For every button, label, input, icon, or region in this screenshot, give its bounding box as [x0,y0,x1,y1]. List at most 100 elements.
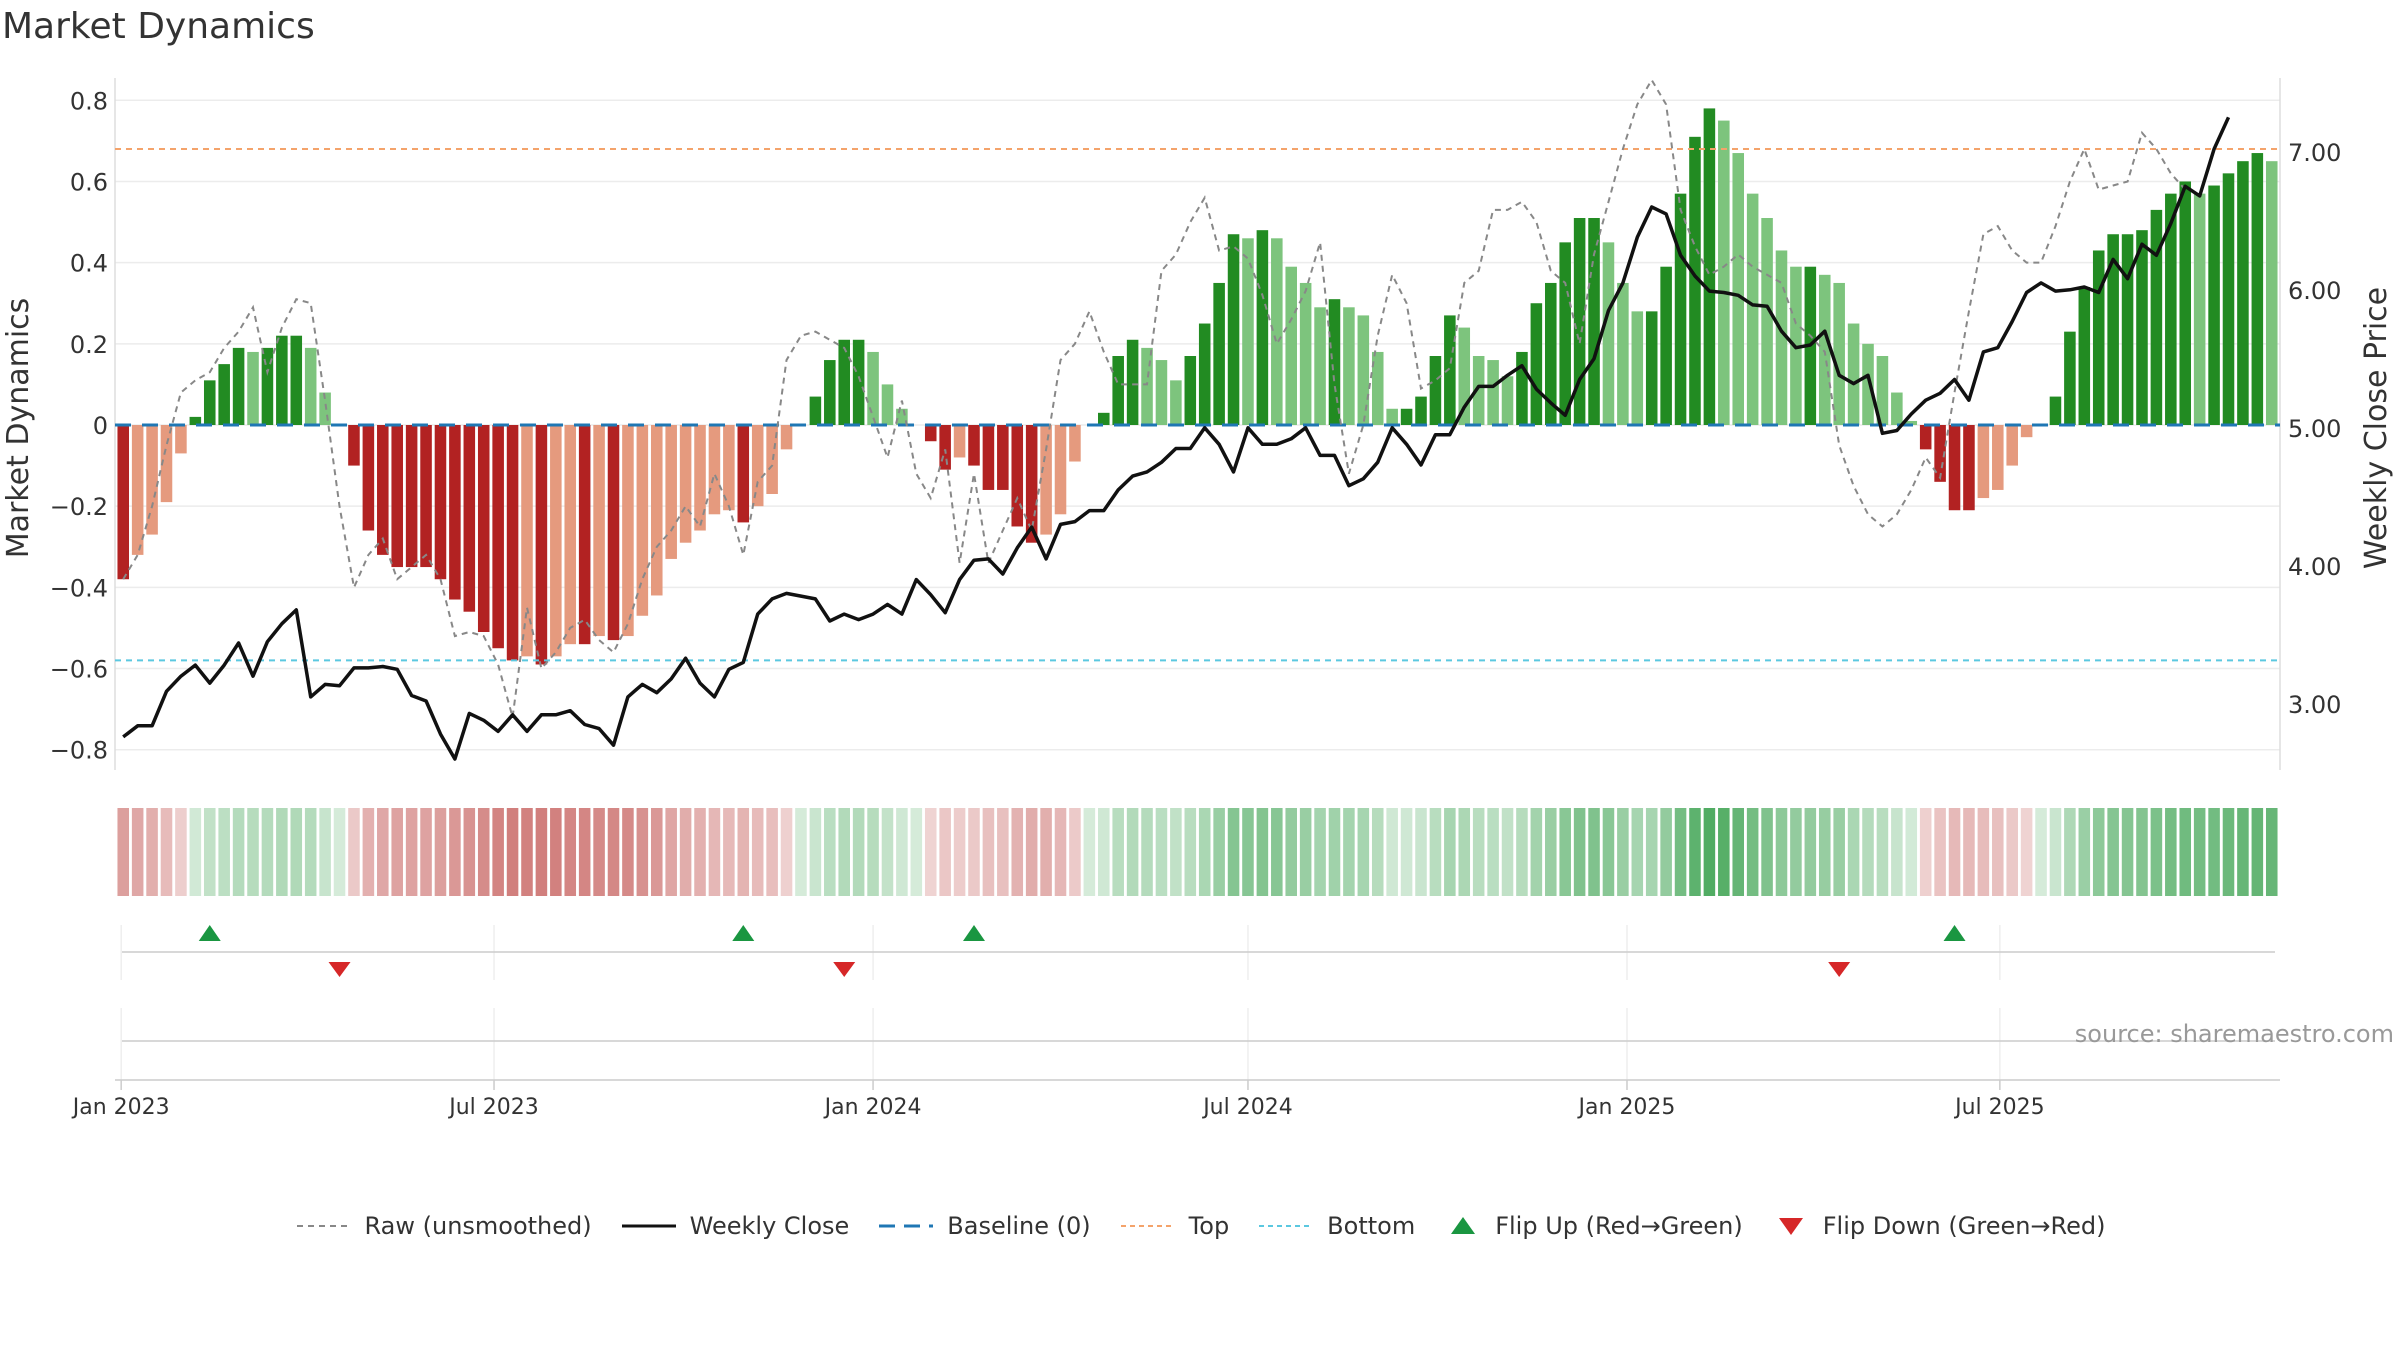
heat-cell [1862,808,1874,896]
bar [463,425,476,612]
bar [622,425,634,637]
bar [1732,153,1745,425]
heat-cell [348,808,360,896]
bar [1948,425,1961,511]
legend-swatch-bottom [1259,1225,1314,1227]
flip-down-icon [1778,1218,1803,1235]
bar [1170,380,1182,425]
legend-item-bottom: Bottom [1257,1212,1415,1240]
bar [1588,218,1600,425]
heat-cell [2078,808,2091,896]
bar [723,425,735,511]
bar [1126,339,1139,425]
bar [939,425,951,470]
heat-cell [737,808,750,896]
heat-cell [2179,808,2192,896]
bar [2251,153,2264,425]
bar [1155,360,1168,425]
bar [1718,120,1730,426]
bar [276,335,288,425]
bar [304,347,317,425]
bar [1386,408,1398,425]
flip-down-marker [1828,962,1851,977]
heat-cell [751,808,764,896]
legend-item-top: Top [1119,1212,1229,1240]
bar [391,425,403,568]
bar [2078,287,2091,425]
heat-cell [2020,808,2033,896]
heat-cell [1054,808,1067,896]
bar [189,416,202,425]
heat-cell [1905,808,1918,896]
y-left-tick-label: −0.2 [50,493,108,521]
chart-title: Market Dynamics [2,6,315,47]
flip-down-marker [833,962,856,977]
y-right-tick-label: 4.00 [2288,553,2341,581]
bar [1069,425,1081,462]
bar [607,425,620,641]
bar [665,425,677,559]
heat-cell [203,808,216,896]
heat-cell [1069,808,1081,896]
heat-cell [2193,808,2206,896]
bar [1689,136,1701,425]
bar [650,425,663,596]
heat-cell [766,808,778,896]
heat-cell [953,808,966,896]
heat-cell [2165,808,2177,896]
heat-cell [189,808,202,896]
bar [420,425,432,568]
heat-cell [1400,808,1413,896]
bar [1242,238,1254,425]
heat-cell [1371,808,1384,896]
bar [2136,230,2148,425]
heat-cell [1415,808,1427,896]
close-line [122,116,2231,761]
heat-cell [1746,808,1759,896]
bar [2049,396,2062,425]
heat-cell [708,808,721,896]
heat-cell [377,808,389,896]
bar [1357,315,1370,425]
heat-cell [1977,808,1990,896]
heat-cell [982,808,995,896]
heat-cell [1386,808,1398,896]
bar [203,380,216,425]
heat-cell [2237,808,2249,896]
heat-cell [1126,808,1139,896]
heat-cell [1285,808,1298,896]
heat-cell [550,808,562,896]
bar [1876,356,1889,425]
bar [751,425,764,507]
heat-cell [1833,808,1845,896]
bar [1314,307,1326,425]
bar [175,425,187,454]
heat-cell [1501,808,1514,896]
heat-cell [1689,808,1701,896]
legend-item-flip-up: Flip Up (Red→Green) [1443,1212,1743,1240]
x-tick-label: Jul 2023 [447,1095,539,1120]
source-note: source: sharemaestro.com [2074,1020,2394,1048]
heat-cell [1256,808,1269,896]
bar [1141,347,1153,425]
heat-cell [2222,808,2235,896]
bar [2006,425,2018,466]
legend: Raw (unsmoothed) Weekly Close Baseline (… [0,1212,2400,1240]
legend-label-flip-down: Flip Down (Green→Red) [1822,1212,2106,1240]
heat-cell [852,808,865,896]
x-tick-label: Jul 2025 [1953,1095,2045,1120]
flip-up-marker [962,925,985,941]
y-left-tick-label: 0.2 [70,331,108,359]
bar [953,425,966,458]
bar [593,425,605,637]
bar [2179,181,2192,425]
heat-cell [2006,808,2018,896]
heat-cell [636,808,649,896]
y-left-tick-label: −0.8 [50,737,108,765]
legend-label-baseline: Baseline (0) [947,1212,1091,1240]
y-left-tick-label: 0.6 [70,168,108,196]
y-right-tick-label: 3.00 [2288,691,2341,719]
bar [896,408,908,425]
bar [924,425,937,442]
